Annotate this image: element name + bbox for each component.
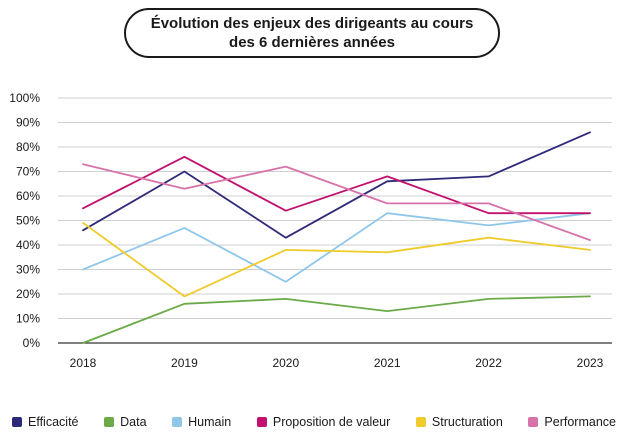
legend-swatch <box>12 417 22 427</box>
legend-item: Humain <box>172 415 231 429</box>
series-line-efficacite <box>82 131 591 239</box>
y-tick-label: 30% <box>16 263 40 277</box>
legend-item: Proposition de valeur <box>256 415 391 429</box>
legend-swatch <box>415 417 426 427</box>
y-tick-label: 10% <box>16 312 40 326</box>
legend-item: Structuration <box>415 415 503 429</box>
y-tick-label: 50% <box>16 214 40 228</box>
y-tick-label: 60% <box>16 189 40 203</box>
y-tick-label: 40% <box>16 238 40 252</box>
y-tick-label: 70% <box>16 165 40 179</box>
chart-title-line-1: Évolution des enjeux des dirigeants au c… <box>150 15 474 32</box>
y-tick-label: 100% <box>9 91 40 105</box>
y-tick-label: 20% <box>16 287 40 301</box>
legend-swatch <box>528 417 539 427</box>
x-tick-label: 2023 <box>577 356 604 370</box>
x-tick-label: 2018 <box>70 356 97 370</box>
legend-label: Structuration <box>431 415 503 429</box>
series-line-proposition-de-valeur <box>82 155 591 215</box>
series-line-data <box>82 295 591 344</box>
y-tick-label: 90% <box>16 116 40 130</box>
legend-swatch <box>104 417 115 427</box>
legend-label: Data <box>120 415 147 429</box>
legend-swatch <box>172 417 183 427</box>
y-tick-label: 0% <box>23 336 41 350</box>
chart-title-line-2: des 6 dernières années <box>229 34 395 51</box>
legend-item: Efficacité <box>12 415 79 429</box>
x-tick-label: 2022 <box>475 356 502 370</box>
series-line-structuration <box>82 221 591 298</box>
legend-swatch <box>256 417 267 427</box>
x-tick-label: 2020 <box>272 356 299 370</box>
legend-label: Performance <box>544 415 616 429</box>
series-line-humain <box>82 212 591 283</box>
x-tick-label: 2021 <box>374 356 401 370</box>
x-tick-label: 2019 <box>171 356 198 370</box>
legend-item: Performance <box>528 415 616 429</box>
legend-label: Humain <box>188 415 232 429</box>
chart-legend: Efficacité Data Humain Proposition de valeu… <box>12 412 616 432</box>
legend-label: Efficacité <box>28 415 79 429</box>
y-tick-label: 80% <box>16 140 40 154</box>
legend-item: Data <box>104 415 147 429</box>
legend-label: Proposition de valeur <box>272 415 391 429</box>
chart-title-box: Évolution des enjeux des dirigeants au c… <box>124 8 500 58</box>
line-chart: 0% 10% 20% 30% 40% 50% 60% 70% 80% 90% 100% 2018 201… <box>9 91 612 370</box>
series-line-performance <box>82 163 591 242</box>
